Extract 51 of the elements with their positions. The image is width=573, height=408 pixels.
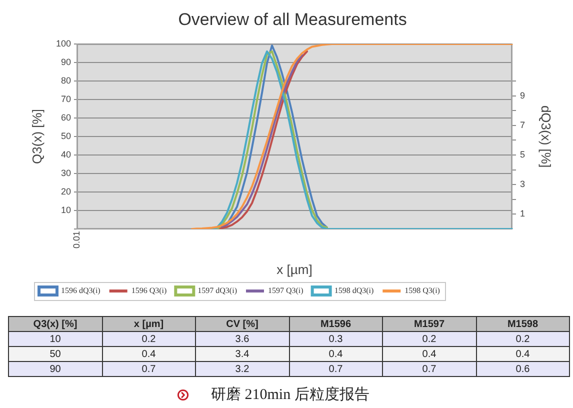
category-label: 50 [50,348,61,360]
y2-tick-label: 3 [520,179,526,190]
y-tick-label: 70 [60,94,71,104]
text: 0.6 [516,364,530,374]
category-label: M1597 [382,316,476,332]
x-axis-title: x [µm] [276,262,312,277]
legend-label: 1597 Q3(i) [268,286,304,296]
y-tick-label: 60 [60,112,71,122]
y-tick-label: 50 [60,130,71,141]
category-label: 90 [50,364,61,374]
text: 0.4 [422,348,436,360]
legend-label: 1598 dQ3(i) [334,286,374,296]
category-label: M1596 [289,316,382,332]
text: Q3(x) [%] [8,316,102,332]
text: 3.6 [235,334,250,344]
legend-label: 1597 dQ3(i) [198,286,238,296]
text: 0.4 [516,348,530,360]
chart-title: Overview of all Measurements [178,10,407,29]
text: 0.7 [142,364,156,374]
text: 0.7 [422,364,436,374]
category-label: M1598 [476,316,570,332]
y-tick-label: 30 [60,168,71,178]
text: 0.7 [328,364,343,374]
text: 0.2 [516,334,530,344]
text: 3.2 [235,364,250,374]
text: 0.4 [328,348,343,360]
text: 3.4 [235,348,250,360]
legend-label: 1598 Q3(i) [404,286,440,296]
y-axis-title: Q3(x) [%] [29,109,44,164]
text: 研磨 210min 后粒度报告 [211,385,370,404]
y-tick-label: 80 [60,75,71,86]
y2-tick-label: 1 [520,208,526,219]
text: 0.4 [142,348,156,360]
category-label: 10 [50,334,61,344]
y-tick-label: 10 [60,204,71,215]
y2-tick-label: 9 [520,90,526,100]
y-tick-label: 100 [56,38,71,48]
legend-label: 1596 Q3(i) [131,286,167,296]
text: 0.2 [142,334,156,344]
y2-tick-label: 5 [520,149,526,160]
category-label: x [µm] [102,316,196,332]
text: 0.3 [328,334,343,344]
x-tick-label: 0.01 [71,231,82,249]
legend-label: 1596 dQ3(i) [61,286,101,296]
y-tick-label: 20 [60,186,71,196]
y-tick-label: 40 [60,149,71,160]
y-tick-label: 90 [60,56,71,67]
category-label: CV [%] [196,316,289,332]
y2-tick-label: 7 [520,120,526,130]
y2-axis-title: dQ3(x) [%] [538,105,554,168]
text: 0.2 [422,334,436,344]
